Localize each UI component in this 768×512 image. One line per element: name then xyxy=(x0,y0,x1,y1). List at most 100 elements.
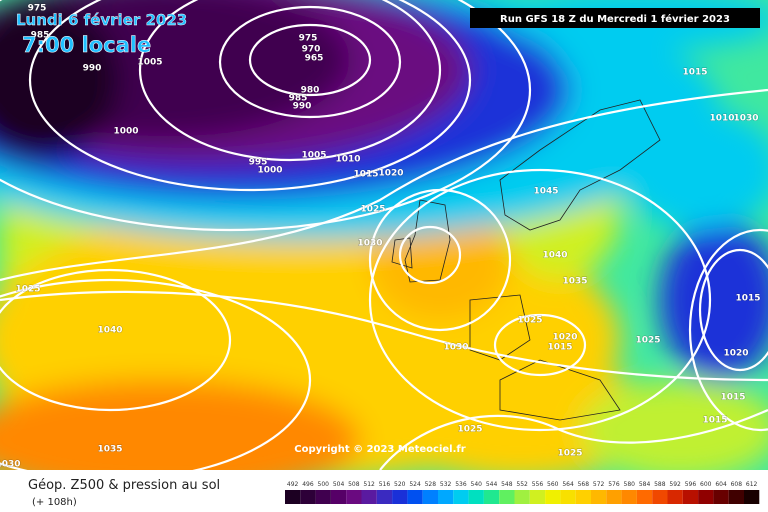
isobar-label: 1025 xyxy=(457,425,482,435)
colorbar-swatch xyxy=(330,490,347,504)
isobar-label: 985 xyxy=(31,31,50,41)
colorbar-label: 504 xyxy=(333,481,345,488)
colorbar-swatch xyxy=(560,490,576,504)
date: Lundi 6 février 2023 xyxy=(16,11,187,29)
coastline xyxy=(391,99,661,421)
colorbar-label: 564 xyxy=(562,481,574,488)
colorbar-label: 576 xyxy=(608,481,620,488)
colorbar-swatch xyxy=(453,490,469,504)
colorbar-label: 540 xyxy=(471,481,483,488)
isobar-label: 1025 xyxy=(557,449,582,459)
colorbar-label: 596 xyxy=(685,481,697,488)
copyright: Copyright © 2023 Meteociel.fr xyxy=(294,444,465,455)
local-time: 7:00 locale xyxy=(22,33,151,57)
colorbar-swatch xyxy=(499,490,515,504)
colorbar-swatch xyxy=(300,490,316,504)
colorbar-label: 500 xyxy=(318,481,330,488)
colorbar-swatch xyxy=(514,490,530,504)
isobar-label: 980 xyxy=(301,86,320,96)
colorbar: 492 496 500 504 508 512 516 520 524 528 532 536 540 5… xyxy=(285,481,760,504)
isobar-label: 1020 xyxy=(378,169,403,179)
isobar-label: 1025 xyxy=(360,205,385,215)
colorbar-label: 580 xyxy=(624,481,636,488)
colorbar-swatch xyxy=(468,490,484,504)
isobar-labels: 9759859901005975970965980985990100099510… xyxy=(0,3,761,470)
isobar-label: 1020 xyxy=(552,333,577,343)
colorbar-label: 584 xyxy=(639,481,651,488)
colorbar-label: 588 xyxy=(654,481,666,488)
isobar-label: 1020 xyxy=(723,349,748,359)
colorbar-swatch xyxy=(728,490,744,504)
isobar-label: 1015 xyxy=(682,68,707,78)
forecast-lead: (+ 108h) xyxy=(32,497,77,508)
colorbar-swatch xyxy=(652,490,668,504)
isobar-label: 985 xyxy=(289,94,308,104)
isobar-label: 1015 xyxy=(735,294,760,304)
colorbar-swatch xyxy=(285,490,301,504)
isobar-label: 975 xyxy=(299,34,318,44)
isobar-label: 1015 xyxy=(720,393,745,403)
colorbar-swatch xyxy=(315,490,331,504)
isobar-label: 975 xyxy=(28,4,47,14)
colorbar-label: 492 xyxy=(287,481,299,488)
isobar-label: 1005 xyxy=(301,151,326,161)
isobar-label: 1035 xyxy=(562,277,587,287)
isobar-label: 1040 xyxy=(97,326,122,336)
isobar-label: 1005 xyxy=(137,58,162,68)
colorbar-swatch xyxy=(376,490,393,504)
run-info: Run GFS 18 Z du Mercredi 1 février 2023 xyxy=(500,13,730,25)
colorbar-swatch xyxy=(346,490,362,504)
colorbar-label: 556 xyxy=(532,481,544,488)
colorbar-label: 608 xyxy=(731,481,743,488)
colorbar-label: 560 xyxy=(547,481,559,488)
isobar-label: 1030 xyxy=(0,460,21,470)
colorbar-swatch xyxy=(667,490,683,504)
colorbar-label: 508 xyxy=(348,481,360,488)
isobar-label: 1030 xyxy=(357,239,382,249)
colorbar-label: 572 xyxy=(593,481,605,488)
isobar-label: 1030 xyxy=(443,343,468,353)
isobar-label: 990 xyxy=(83,64,102,74)
isobar-label: 965 xyxy=(305,54,324,64)
isobar-label: 1035 xyxy=(97,445,122,455)
colorbar-label: 532 xyxy=(440,481,452,488)
colorbar-swatch xyxy=(636,490,653,504)
colorbar-label: 612 xyxy=(746,481,758,488)
isobar-label: 970 xyxy=(302,45,321,55)
colorbar-swatch xyxy=(392,490,408,504)
isobar-label: 1015 xyxy=(547,343,572,353)
colorbar-label: 548 xyxy=(501,481,513,488)
isobar-label: 1015 xyxy=(353,170,378,180)
colorbar-swatch xyxy=(621,490,637,504)
colorbar-label: 600 xyxy=(700,481,712,488)
isobar-label: 995 xyxy=(249,158,268,168)
colorbar-swatch xyxy=(575,490,591,504)
colorbar-swatch xyxy=(713,490,729,504)
run-box xyxy=(470,8,760,28)
colorbar-label: 520 xyxy=(394,481,406,488)
map-field: 9759859901005975970965980985990100099510… xyxy=(0,0,768,470)
colorbar-swatch xyxy=(591,490,607,504)
isobar-label: 1045 xyxy=(533,187,558,197)
isobar-label: 1015 xyxy=(702,416,727,426)
colorbar-label: 524 xyxy=(409,481,421,488)
isobar-label: 1000 xyxy=(257,166,282,176)
colorbar-swatch xyxy=(698,490,714,504)
colorbar-swatch xyxy=(682,490,699,504)
isobar-label: 1000 xyxy=(113,127,138,137)
colorbar-label: 592 xyxy=(669,481,681,488)
colorbar-swatch xyxy=(361,490,377,504)
colorbar-swatch xyxy=(438,490,454,504)
colorbar-swatch xyxy=(529,490,546,504)
isobar-label: 1025 xyxy=(517,316,542,326)
colorbar-label: 552 xyxy=(516,481,528,488)
colorbar-swatch xyxy=(483,490,500,504)
colorbar-swatch xyxy=(545,490,561,504)
colorbar-label: 568 xyxy=(578,481,590,488)
colorbar-label: 512 xyxy=(363,481,375,488)
colorbar-swatch xyxy=(407,490,423,504)
footer-title: Géop. Z500 & pression au sol xyxy=(28,478,220,493)
colorbar-label: 536 xyxy=(455,481,467,488)
colorbar-swatch xyxy=(744,490,760,504)
